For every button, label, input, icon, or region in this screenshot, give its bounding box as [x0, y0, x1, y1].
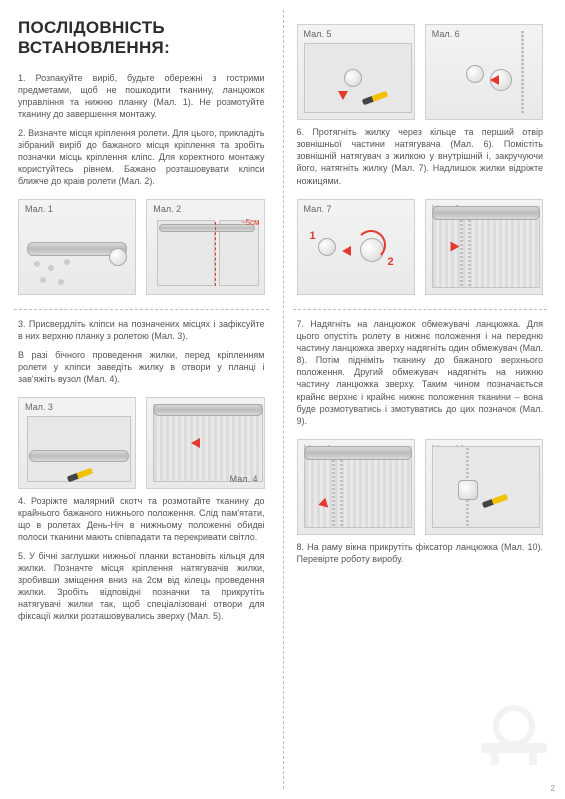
arrow-icon — [450, 241, 459, 251]
page-title: ПОСЛІДОВНІСТЬ ВСТАНОВЛЕННЯ: — [18, 18, 265, 58]
arrow-icon — [191, 438, 200, 448]
step-1: 1. Розпакуйте виріб, будьте обережні з г… — [18, 72, 265, 121]
figure-7: Мал. 7 1 2 — [297, 199, 415, 295]
fig-caption: Мал. 6 — [432, 29, 460, 39]
chain-icon — [340, 460, 343, 526]
dimension-line-icon — [215, 222, 216, 286]
callout-number: 2 — [388, 256, 394, 268]
left-column: ПОСЛІДОВНІСТЬ ВСТАНОВЛЕННЯ: 1. Розпакуйт… — [0, 0, 283, 799]
figure-6: Мал. 6 — [425, 24, 543, 120]
arrow-icon — [342, 246, 351, 256]
fig-caption: Мал. 7 — [304, 204, 332, 214]
figure-1: Мал. 1 — [18, 199, 136, 295]
chain-icon — [332, 460, 335, 526]
step-3b: В разі бічного проведення жилки, перед к… — [18, 349, 265, 385]
tensioner-icon — [318, 238, 336, 256]
fig-row-5-6: Мал. 5 Мал. 6 — [297, 24, 544, 120]
dimension-label: ~5см — [241, 218, 260, 227]
step-2: 2. Визначте місця кріплення ролети. Для … — [18, 127, 265, 188]
fig-caption: Мал. 3 — [25, 402, 53, 412]
arrow-icon — [338, 91, 348, 100]
vertical-divider — [283, 10, 284, 789]
tensioner-icon — [466, 65, 484, 83]
rotate-arc-icon — [356, 230, 386, 260]
figure-8: Мал. 8 — [425, 199, 543, 295]
horizontal-divider — [293, 309, 548, 310]
callout-number: 1 — [310, 230, 316, 242]
roller-tube-icon — [304, 446, 412, 460]
figure-3: Мал. 3 — [18, 397, 136, 489]
step-3a: 3. Присвердліть кліпси на позначених міс… — [18, 318, 265, 342]
fig-row-3-4: Мал. 3 Мал. 4 — [18, 397, 265, 489]
fig-caption: Мал. 5 — [304, 29, 332, 39]
step-7: 7. Надягніть на ланцюжок обмежувачі ланц… — [297, 318, 544, 427]
panel-icon — [432, 446, 540, 528]
figure-9: Мал. 9 — [297, 439, 415, 535]
fig-row-9-10: Мал. 9 Мал. 10 — [297, 439, 544, 535]
roller-tube-icon — [432, 206, 540, 220]
chain-icon — [521, 31, 524, 113]
arrow-icon — [490, 75, 499, 85]
roller-tube-icon — [29, 450, 129, 462]
figure-2: Мал. 2 ~5см — [146, 199, 264, 295]
chain-holder-icon — [458, 480, 478, 500]
watermark-icon — [481, 699, 547, 765]
hardware-bits-icon — [27, 256, 87, 292]
figure-5: Мал. 5 — [297, 24, 415, 120]
chain-icon — [460, 220, 463, 286]
horizontal-divider — [14, 309, 269, 310]
step-6: 6. Протягніть жилку через кільце та перш… — [297, 126, 544, 187]
top-bar-icon — [153, 404, 263, 416]
step-4: 4. Розріжте малярний скотч та розмотайте… — [18, 495, 265, 544]
step-8: 8. На раму вікна прикрутіть фіксатор лан… — [297, 541, 544, 565]
page-number: 2 — [551, 784, 555, 793]
fig-row-1-2: Мал. 1 Мал. 2 ~5см — [18, 199, 265, 295]
end-cap-icon — [109, 248, 127, 266]
tensioner-icon — [344, 69, 362, 87]
fig-caption: Мал. 4 — [230, 474, 258, 484]
right-column: Мал. 5 Мал. 6 6. Протягніть жилку через … — [283, 0, 565, 799]
fig-caption: Мал. 2 — [153, 204, 181, 214]
fig-row-7-8: Мал. 7 1 2 Мал. 8 — [297, 199, 544, 295]
fig-caption: Мал. 1 — [25, 204, 53, 214]
figure-10: Мал. 10 — [425, 439, 543, 535]
figure-4: Мал. 4 — [146, 397, 264, 489]
step-5: 5. У бічні заглушки нижньої планки встан… — [18, 550, 265, 623]
chain-icon — [468, 220, 471, 286]
